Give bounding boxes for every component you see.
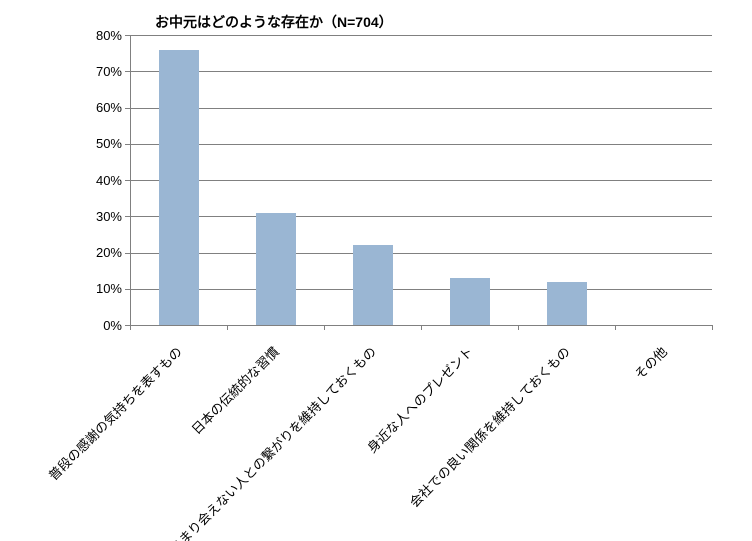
gridline — [130, 35, 712, 36]
bar — [450, 278, 490, 325]
y-tick-label: 40% — [96, 173, 122, 188]
category-label: 会社での良い関係を維持しておくもの — [277, 342, 573, 541]
y-tick-label: 0% — [103, 318, 122, 333]
y-tick-label: 50% — [96, 136, 122, 151]
y-tick-label: 70% — [96, 64, 122, 79]
y-tick-label: 80% — [96, 28, 122, 43]
gridline — [130, 144, 712, 145]
x-tick-mark — [615, 325, 616, 330]
chart-title: お中元はどのような存在か（N=704） — [155, 12, 393, 32]
x-tick-mark — [130, 325, 131, 330]
gridline — [130, 108, 712, 109]
gridline — [130, 180, 712, 181]
y-tick-label: 20% — [96, 245, 122, 260]
x-tick-mark — [518, 325, 519, 330]
bar — [353, 245, 393, 325]
category-label: その他 — [374, 342, 670, 541]
x-tick-mark — [324, 325, 325, 330]
y-tick-label: 60% — [96, 100, 122, 115]
gridline — [130, 71, 712, 72]
gridline — [130, 216, 712, 217]
gridline — [130, 289, 712, 290]
x-tick-mark — [421, 325, 422, 330]
x-tick-mark — [227, 325, 228, 330]
y-tick-label: 10% — [96, 281, 122, 296]
category-label: 身近な人へのプレゼント — [180, 342, 476, 541]
plot-area — [130, 35, 712, 325]
category-label: 普段の感謝の気持ちを表すもの — [0, 342, 185, 541]
bar — [159, 50, 199, 326]
gridline — [130, 253, 712, 254]
chart-frame: お中元はどのような存在か（N=704） 0% 10% 20% 30% 40% 50% 60%… — [0, 0, 752, 541]
bar — [256, 213, 296, 325]
x-tick-mark — [712, 325, 713, 330]
y-axis — [130, 35, 131, 325]
category-label: あまり会えない人との繋がりを維持しておくもの — [83, 342, 379, 541]
bar — [547, 282, 587, 326]
y-tick-label: 30% — [96, 209, 122, 224]
